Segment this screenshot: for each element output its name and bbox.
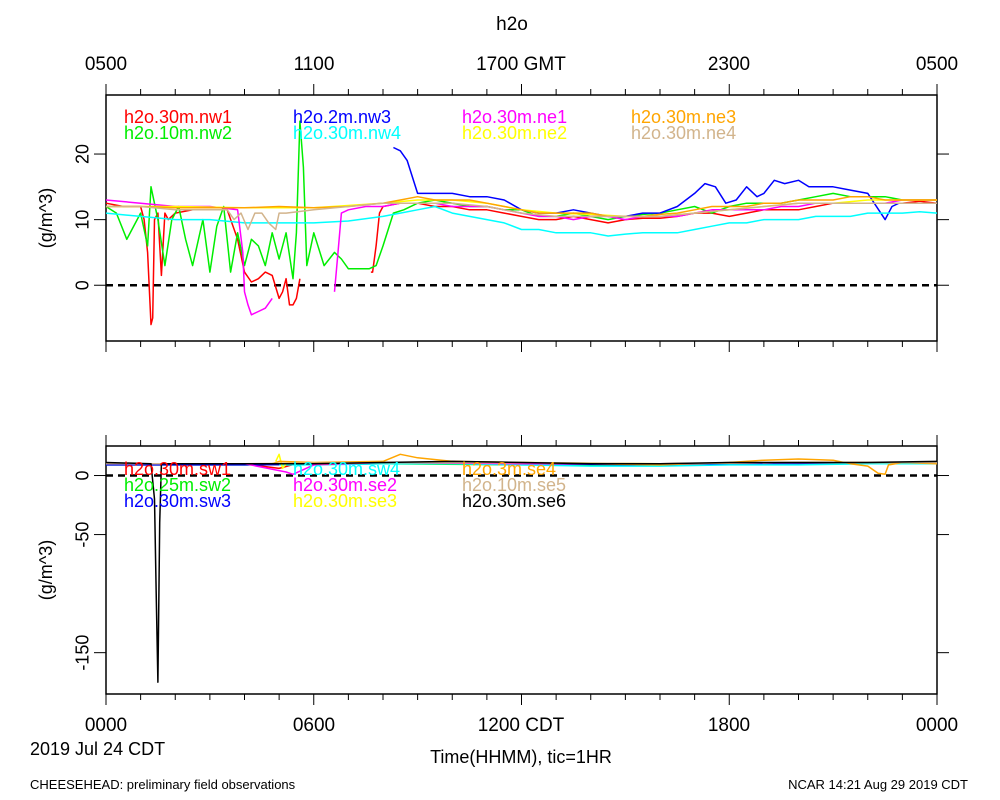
legend-entry: h2o.30m.ne1	[462, 107, 567, 127]
series-line-h2o-30m-nw1	[105, 200, 938, 326]
series-line-h2o-30m-sw4	[279, 462, 937, 467]
bottom-tick-label: 1200 CDT	[478, 715, 565, 736]
legend-entry: h2o.30m.se2	[293, 475, 397, 495]
panel-bottom-ylabel: (g/m^3)	[36, 540, 56, 600]
panel-bottom-y-ticks: 0 -50 -150	[73, 471, 949, 671]
top-tick-label: 0500	[916, 54, 958, 75]
y-tick-label: 20	[73, 144, 93, 164]
legend-entry: h2o.30m.nw1	[124, 107, 232, 127]
top-tick-label: 1700 GMT	[476, 54, 566, 75]
panel-top-y-ticks: 0 10 20	[73, 144, 949, 290]
legend-entry: h2o.30m.ne3	[631, 107, 736, 127]
y-tick-label: -50	[73, 522, 93, 548]
footer-right: NCAR 14:21 Aug 29 2019 CDT	[788, 777, 968, 792]
legend-entry: h2o.30m.sw1	[124, 459, 231, 479]
panel-bottom: 0-50-150 (g/m^3) h2o.30m.sw1h2o.25m.sw2h…	[36, 435, 949, 705]
panel-top-ylabel: (g/m^3)	[36, 188, 56, 248]
series-line-h2o-30m-se6	[105, 460, 938, 683]
top-tick-label: 1100	[294, 54, 335, 75]
panel-top-series	[105, 120, 938, 326]
top-tick-label: 2300	[708, 54, 750, 75]
legend-entry: h2o.10m.se5	[462, 475, 566, 495]
y-tick-label: 0	[73, 471, 93, 481]
chart-title: h2o	[496, 14, 528, 35]
legend-entry: h2o.30m.se3	[293, 491, 397, 511]
legend-entry: h2o.30m.ne2	[462, 123, 567, 143]
top-tick-label: 0500	[85, 54, 127, 75]
legend-entry: h2o.10m.nw2	[124, 123, 232, 143]
panel-bottom-series	[105, 453, 938, 683]
legend-entry: h2o.30m.nw4	[293, 123, 401, 143]
series-line-h2o-30m-nw4	[105, 205, 938, 237]
legend-entry: h2o.30m.ne4	[631, 123, 736, 143]
bottom-tick-label: 0600	[293, 715, 335, 736]
date-label: 2019 Jul 24 CDT	[30, 739, 165, 759]
legend-entry: h2o.2m.nw3	[293, 107, 391, 127]
bottom-tick-label: 0000	[916, 715, 958, 736]
y-tick-label: 10	[73, 210, 93, 230]
x-axis-label: Time(HHMM), tic=1HR	[430, 747, 612, 767]
footer-left: CHEESEHEAD: preliminary field observatio…	[30, 777, 296, 792]
y-tick-label: -150	[73, 635, 93, 671]
legend-entry: h2o.30m.se6	[462, 491, 566, 511]
legend-entry: h2o.30m.sw4	[293, 459, 400, 479]
legend-entry: h2o.3m.se4	[462, 459, 556, 479]
series-line-h2o-2m-nw3	[393, 146, 906, 221]
legend-entry: h2o.25m.sw2	[124, 475, 231, 495]
series-line-h2o-30m-ne4	[106, 202, 937, 231]
legend-entry: h2o.30m.sw3	[124, 491, 231, 511]
y-tick-label: 0	[73, 280, 93, 290]
panel-top-tick-marks	[105, 84, 938, 352]
panel-top-legend: h2o.30m.nw1h2o.10m.nw2h2o.2m.nw3h2o.30m.…	[124, 107, 736, 143]
bottom-tick-label: 0000	[85, 715, 127, 736]
bottom-tick-label: 1800	[708, 715, 750, 736]
panel-bottom-tick-marks	[105, 435, 938, 705]
